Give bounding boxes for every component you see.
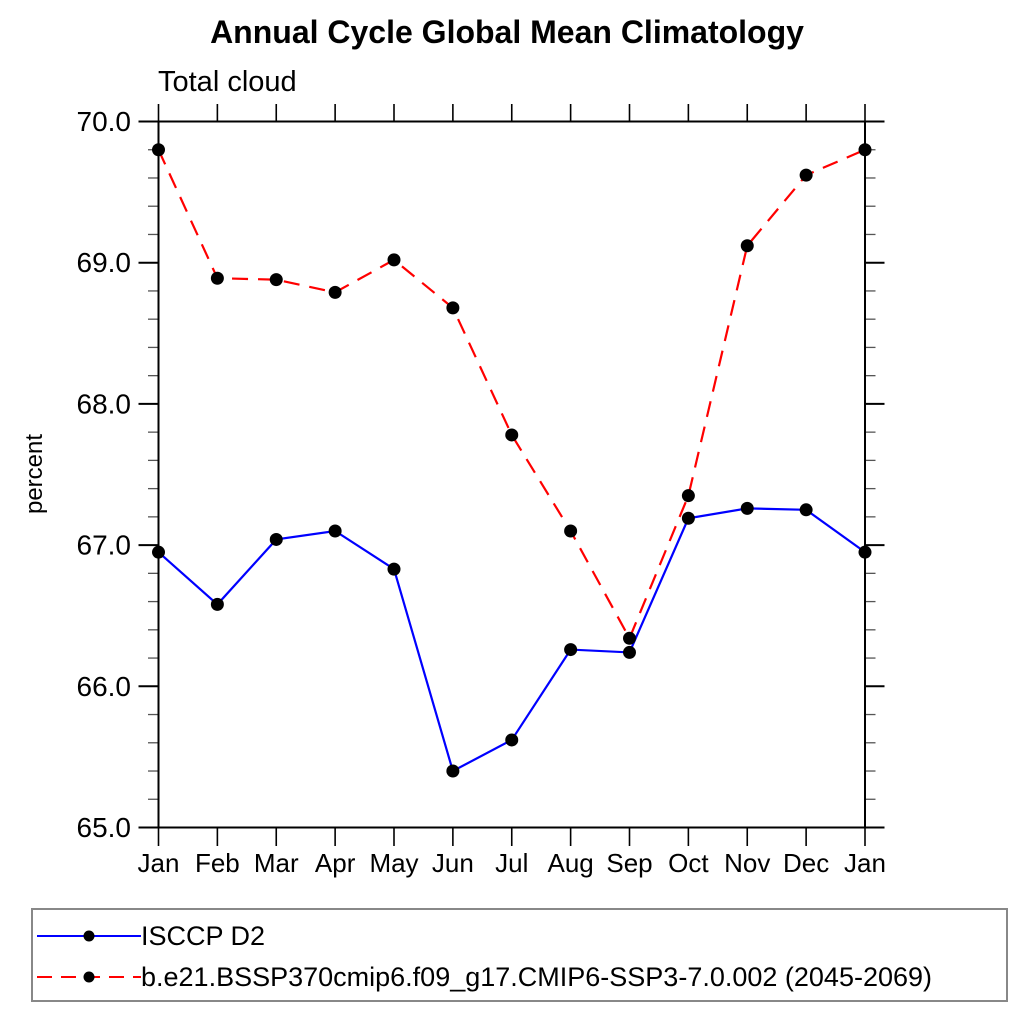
plot-border bbox=[157, 120, 866, 829]
series-marker bbox=[623, 645, 636, 659]
series-marker bbox=[152, 545, 165, 559]
legend-sample-solid bbox=[37, 930, 141, 942]
x-tick-label: Mar bbox=[254, 848, 299, 878]
x-tick-label: Nov bbox=[724, 848, 770, 878]
series-marker bbox=[446, 301, 460, 315]
y-tick-label: 67.0 bbox=[77, 530, 132, 561]
series-marker bbox=[564, 643, 578, 657]
legend-marker-icon bbox=[83, 930, 95, 942]
plot-area: 65.0 66.0 67.0 68.0 69.0 70.0 Jan Feb Mar Apr May J… bbox=[21, 104, 886, 878]
series-marker bbox=[740, 501, 754, 515]
x-tick-label: Jan bbox=[138, 848, 180, 878]
series-marker bbox=[269, 532, 283, 546]
x-tick-label: Sep bbox=[606, 848, 652, 878]
x-tick-label: May bbox=[369, 848, 418, 878]
x-tick-label: Jan bbox=[844, 848, 886, 878]
x-tick-label: Feb bbox=[195, 848, 240, 878]
series-marker bbox=[858, 143, 872, 157]
series-marker bbox=[446, 764, 460, 778]
legend-marker-icon bbox=[83, 971, 95, 983]
x-tick-label: Dec bbox=[783, 848, 829, 878]
x-tick-label: Aug bbox=[547, 848, 593, 878]
series-marker bbox=[505, 733, 519, 747]
series-marker bbox=[799, 503, 813, 517]
series-marker bbox=[740, 239, 754, 253]
series-marker bbox=[505, 428, 519, 442]
series-marker bbox=[269, 273, 283, 287]
series-marker bbox=[681, 511, 695, 525]
legend-item: b.e21.BSSP370cmip6.f09_g17.CMIP6-SSP3-7.… bbox=[37, 962, 932, 992]
x-tick-label: Jun bbox=[432, 848, 474, 878]
series-marker bbox=[799, 168, 813, 182]
y-axis-title: percent bbox=[21, 434, 48, 514]
y-tick-label: 70.0 bbox=[77, 106, 132, 137]
series-marker bbox=[210, 597, 224, 611]
series-marker bbox=[623, 631, 636, 645]
series-marker bbox=[152, 143, 165, 157]
legend-item: ISCCP D2 bbox=[37, 921, 265, 951]
x-tick-label: Oct bbox=[668, 848, 709, 878]
series-marker bbox=[387, 253, 401, 267]
series-line bbox=[157, 148, 866, 641]
series-marker bbox=[681, 489, 695, 503]
series-marker bbox=[328, 285, 342, 299]
series-marker bbox=[564, 524, 578, 538]
y-tick-label: 65.0 bbox=[77, 812, 132, 843]
series-line bbox=[157, 507, 866, 773]
y-tick-label: 66.0 bbox=[77, 671, 132, 702]
y-tick-label: 69.0 bbox=[77, 247, 132, 278]
series-marker bbox=[858, 545, 872, 559]
series-marker bbox=[387, 562, 401, 576]
series-marker bbox=[328, 524, 342, 538]
chart-title: Annual Cycle Global Mean Climatology bbox=[210, 14, 804, 50]
legend-box: ISCCP D2 b.e21.BSSP370cmip6.f09_g17.CMIP… bbox=[31, 908, 1008, 1002]
series-marker bbox=[210, 271, 224, 285]
legend-item-label: b.e21.BSSP370cmip6.f09_g17.CMIP6-SSP3-7.… bbox=[141, 961, 933, 992]
legend-item-label: ISCCP D2 bbox=[141, 920, 266, 951]
x-tick-label: Jul bbox=[495, 848, 528, 878]
chart-subtitle: Total cloud bbox=[158, 66, 297, 98]
y-tick-label: 68.0 bbox=[77, 388, 132, 419]
x-tick-label: Apr bbox=[315, 848, 356, 878]
legend-sample-dashed bbox=[37, 971, 141, 983]
